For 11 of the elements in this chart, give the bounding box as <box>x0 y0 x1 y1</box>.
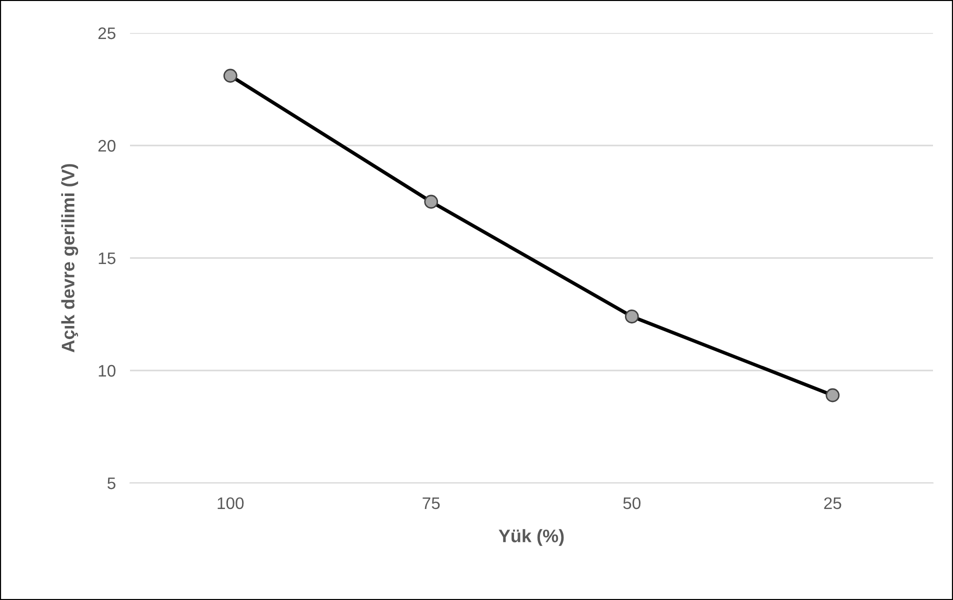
y-axis-title: Açık devre gerilimi (V) <box>61 164 78 352</box>
y-tick-label: 10 <box>98 364 116 377</box>
y-tick-label: 5 <box>108 478 116 490</box>
x-tick-label: 25 <box>824 497 842 510</box>
x-axis-title: Yük (%) <box>498 529 564 546</box>
x-tick-label: 50 <box>623 497 640 510</box>
y-tick-label: 20 <box>98 140 116 152</box>
x-tick-label: 75 <box>422 498 440 510</box>
y-tick-label: 25 <box>98 27 116 40</box>
x-tick-label: 100 <box>218 497 244 510</box>
y-tick-label: 15 <box>98 252 116 264</box>
